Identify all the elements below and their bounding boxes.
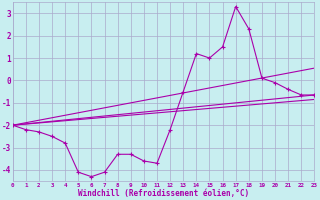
X-axis label: Windchill (Refroidissement éolien,°C): Windchill (Refroidissement éolien,°C) [78,189,249,198]
